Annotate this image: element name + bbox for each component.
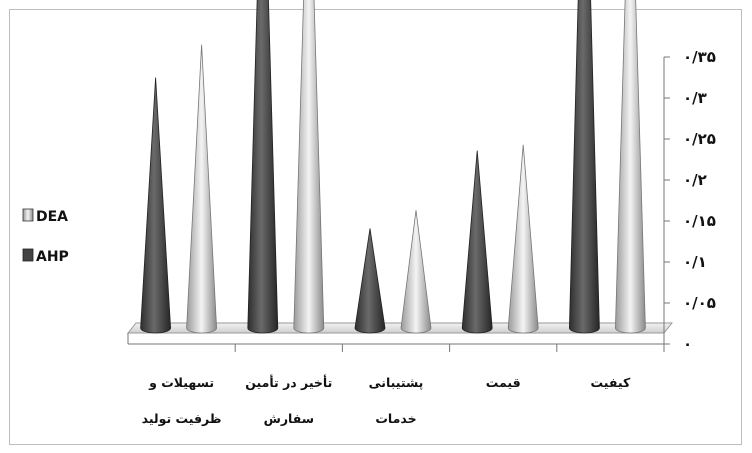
x-category-label: قیمت <box>486 375 521 390</box>
legend-label-ahp: AHP <box>36 249 69 265</box>
legend: DEA AHP <box>22 208 69 265</box>
y-tick-label: ۰/۳۵ <box>683 48 716 66</box>
x-category-label: ظرفیت تولید <box>142 411 222 426</box>
legend-swatch-ahp <box>22 248 34 262</box>
cone-dea <box>186 44 218 334</box>
cone-dea <box>400 210 432 334</box>
y-tick-label: ۰/۱ <box>683 253 707 271</box>
legend-label-dea: DEA <box>36 209 68 225</box>
x-category-label: پشتیبانی <box>369 375 424 390</box>
cone-ahp <box>461 150 493 334</box>
cone-ahp <box>140 77 172 334</box>
cone-dea <box>293 0 325 334</box>
x-category-label: کیفیت <box>591 375 631 390</box>
cones <box>140 0 646 334</box>
cone-dea <box>507 144 539 334</box>
y-tick-label: ۰/۲۵ <box>683 130 716 148</box>
y-tick-label: ۰ <box>683 335 692 353</box>
y-axis: ۰ ۰/۰۵ ۰/۱ ۰/۱۵ ۰/۲ ۰/۲۵ ۰/۳ ۰/۳۵ <box>664 48 716 353</box>
x-category-label: تأخیر در تأمین <box>245 374 332 390</box>
x-axis-categories: تسهیلات و ظرفیت تولید تأخیر در تأمین سفارش پ… <box>142 344 665 426</box>
y-tick-label: ۰/۳ <box>683 89 707 107</box>
x-category-label: خدمات <box>375 411 416 426</box>
cone-ahp <box>354 228 386 334</box>
y-tick-label: ۰/۰۵ <box>683 294 716 312</box>
y-tick-label: ۰/۲ <box>683 171 707 189</box>
x-category-label: سفارش <box>264 411 314 426</box>
x-category-label: تسهیلات و <box>148 375 214 390</box>
cone-ahp <box>247 0 279 334</box>
cone-dea <box>614 0 646 334</box>
y-tick-label: ۰/۱۵ <box>683 212 716 230</box>
legend-swatch-dea <box>22 208 34 222</box>
cone-ahp <box>568 0 600 334</box>
